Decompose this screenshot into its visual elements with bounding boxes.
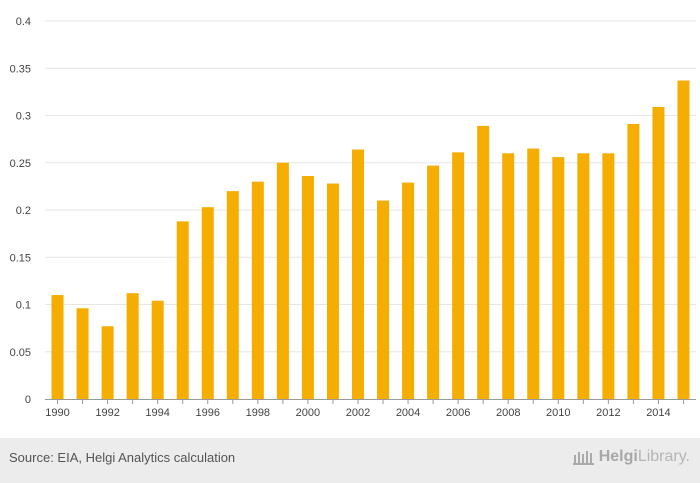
library-icon [572,451,594,465]
logo-text: Library. [637,448,690,465]
bar-2003 [377,200,390,399]
x-tick-label: 1990 [45,407,69,419]
y-tick-label: 0.25 [10,158,31,170]
logo-text-bold: Helgi [598,448,638,465]
bar-1990 [51,295,64,399]
bar-2014 [652,107,665,399]
bar-1994 [151,300,164,399]
bar-1995 [176,221,189,399]
bars [51,80,690,400]
x-tick-label: 2012 [596,407,620,419]
footer: Source: EIA, Helgi Analytics calculation… [0,438,700,483]
y-tick-label: 0.35 [10,63,31,75]
helgi-library-logo: Helgi Library. [572,448,690,466]
gridlines [45,20,696,353]
bar-1998 [251,181,264,399]
bar-1999 [276,162,289,399]
y-tick-label: 0.05 [10,347,31,359]
bar-2010 [552,157,565,399]
bar-2009 [527,148,540,399]
y-tick-labels: 0 0.05 0.1 0.15 0.2 0.25 0.3 0.35 0.4 [10,16,31,406]
x-tick-label: 2010 [546,407,570,419]
bar-2001 [326,183,339,399]
bar-2000 [301,175,314,399]
y-tick-label: 0.15 [10,252,31,264]
bar-2002 [351,149,364,399]
x-tick-label: 2002 [346,407,370,419]
x-tick-label: 1992 [95,407,119,419]
bar-2004 [402,182,415,399]
x-tick-label: 2006 [446,407,470,419]
bar-2005 [427,165,440,399]
bar-2007 [477,125,490,400]
y-tick-label: 0 [25,394,31,406]
bar-2011 [577,153,590,399]
bar-chart: 00.050.10.150.20.250.30.350.4 1990 1992 19… [10,16,696,419]
bar-2006 [452,152,465,399]
y-tick-label: 0.3 [16,111,31,123]
y-tick-label: 0.1 [16,300,31,312]
x-tick-label: 1998 [246,407,270,419]
y-tick-label: 0.4 [16,16,31,28]
x-tick-label: 2004 [396,407,420,419]
x-tick-label: 2014 [646,407,670,419]
bar-2013 [627,124,640,399]
bar-1996 [201,207,214,399]
bar-1991 [76,308,89,399]
x-tick-label: 1996 [196,407,220,419]
source-note: Source: EIA, Helgi Analytics calculation [9,450,236,465]
x-tick-label: 2008 [496,407,520,419]
bar-1993 [126,293,139,399]
x-tick-label: 1994 [145,407,169,419]
bar-2015 [677,80,690,399]
y-tick-label: 0.2 [16,205,31,217]
bar-2012 [602,153,615,399]
x-axis: 1990 1992 1994 1996 1998 2000 2002 2004 2006 2008… [45,399,696,419]
bar-1997 [226,191,239,399]
bar-2008 [502,153,515,399]
x-tick-label: 2000 [296,407,320,419]
bar-1992 [101,326,114,399]
